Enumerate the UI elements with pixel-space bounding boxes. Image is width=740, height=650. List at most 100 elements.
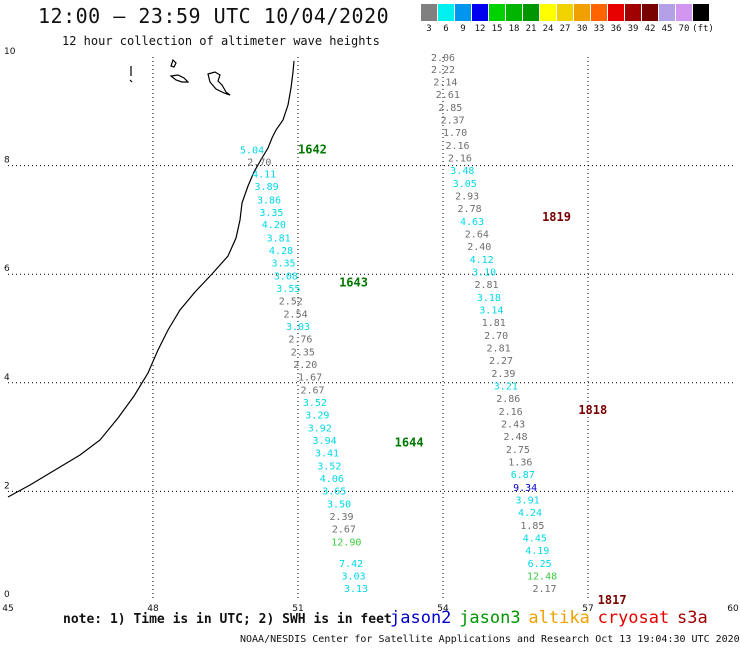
wave-height-value: 1.36 xyxy=(508,458,532,469)
colorbar-tick-label: 9 xyxy=(460,24,466,34)
colorbar-tick-label: 30 xyxy=(576,24,588,34)
wave-height-value: 3.03 xyxy=(342,572,366,583)
wave-height-value: 3.55 xyxy=(276,284,300,295)
wave-height-value: 3.41 xyxy=(315,448,339,459)
lat-tick-label: 8 xyxy=(4,156,10,166)
track-1817-1819: 2.062.222.142.612.852.371.702.162.163.48… xyxy=(431,53,557,595)
wave-height-value: 3.18 xyxy=(477,293,501,304)
wave-height-value: 6.25 xyxy=(528,559,552,570)
lon-tick-label: 45 xyxy=(2,604,13,614)
lon-tick-label: 57 xyxy=(582,604,593,614)
wave-height-value: 2.75 xyxy=(506,445,530,456)
wave-height-value: 2.17 xyxy=(532,584,556,595)
colorbar-swatch xyxy=(625,4,641,21)
pass-number-label: 1644 xyxy=(395,436,424,450)
pass-number-label: 1643 xyxy=(339,275,368,289)
colorbar-swatch xyxy=(455,4,471,21)
wave-height-value: 7.42 xyxy=(339,559,363,570)
wave-height-value: 4.45 xyxy=(523,534,547,545)
lon-tick-label: 60 xyxy=(727,604,739,614)
wave-height-value: 9.34 xyxy=(513,483,537,494)
wave-height-value: 4.19 xyxy=(525,546,549,557)
pass-number-label: 1819 xyxy=(542,210,571,224)
wave-height-value: 3.14 xyxy=(479,305,503,316)
wave-height-value: 4.12 xyxy=(470,255,494,266)
wave-height-value: 3.35 xyxy=(259,208,283,219)
colorbar-tick-label: 70 xyxy=(678,24,690,34)
wave-height-value: 2.78 xyxy=(458,204,482,215)
colorbar-swatch xyxy=(506,4,522,21)
lat-tick-label: 6 xyxy=(4,264,10,274)
lon-tick-label: 54 xyxy=(437,604,449,614)
wave-height-value: 2.64 xyxy=(465,229,489,240)
colorbar-swatch xyxy=(642,4,658,21)
lon-tick-label: 48 xyxy=(147,604,159,614)
colorbar-tick-label: 3 xyxy=(426,24,432,34)
track-1642-1644: 5.042.704.113.893.863.354.203.814.283.35… xyxy=(240,145,368,595)
pass-number-label: 1818 xyxy=(578,403,607,417)
wave-height-value: 1.81 xyxy=(482,318,506,329)
colorbar-tick-label: 6 xyxy=(443,24,449,34)
colorbar-swatch xyxy=(523,4,539,21)
wave-height-value: 2.35 xyxy=(291,347,315,358)
wave-height-value: 4.06 xyxy=(320,474,344,485)
wave-height-value: 2.67 xyxy=(300,385,324,396)
wave-height-value: 2.76 xyxy=(288,334,312,345)
wave-height-value: 2.16 xyxy=(448,153,472,164)
colorbar-swatch xyxy=(591,4,607,21)
wave-height-value: 2.81 xyxy=(487,344,511,355)
satellite-legend-jason2: jason2 xyxy=(390,608,452,628)
colorbar-swatch xyxy=(421,4,437,21)
colorbar-unit-label: (ft) xyxy=(692,24,714,34)
wave-height-value: 3.05 xyxy=(453,179,477,190)
somalia-coastline xyxy=(7,60,295,498)
wave-height-value: 2.40 xyxy=(467,242,491,253)
wave-height-value: 2.70 xyxy=(484,331,508,342)
map-title: 12:00 — 23:59 UTC 10/04/2020 xyxy=(38,4,390,28)
footer-credit: NOAA/NESDIS Center for Satellite Applica… xyxy=(240,634,740,645)
lat-tick-label: 10 xyxy=(4,47,16,57)
colorbar-swatch xyxy=(659,4,675,21)
wave-height-value: 2.43 xyxy=(501,420,525,431)
wave-height-value: 2.81 xyxy=(474,280,498,291)
lat-tick-label: 4 xyxy=(4,373,10,383)
colorbar-swatch xyxy=(693,4,709,21)
wave-height-value: 2.14 xyxy=(433,77,457,88)
wave-height-value: 2.39 xyxy=(329,512,353,523)
wave-height-value: 4.20 xyxy=(262,220,286,231)
altimeter-tracks: 5.042.704.113.893.863.354.203.814.283.35… xyxy=(240,53,557,595)
wave-height-value: 2.85 xyxy=(438,103,462,114)
wave-height-value: 6.87 xyxy=(511,470,535,481)
colorbar-tick-label: 39 xyxy=(627,24,639,34)
wave-height-value: 3.50 xyxy=(327,499,351,510)
colorbar-swatch xyxy=(676,4,692,21)
wave-height-value: 3.10 xyxy=(472,267,496,278)
lon-tick-label: 51 xyxy=(292,604,303,614)
wave-height-value: 5.04 xyxy=(240,145,264,156)
lat-tick-label: 2 xyxy=(4,481,10,491)
wave-height-value: 4.24 xyxy=(518,508,542,519)
wave-height-value: 3.94 xyxy=(313,436,337,447)
map-axes: 45 48 51 54 57 60 0 2 4 6 8 10 xyxy=(2,47,739,614)
colorbar-tick-label: 12 xyxy=(474,24,486,34)
wave-height-value: 3.48 xyxy=(450,166,474,177)
wave-height-value: 2.16 xyxy=(499,407,523,418)
wave-height-value: 2.06 xyxy=(431,53,455,64)
colorbar-swatch xyxy=(489,4,505,21)
satellite-legend-altika: altika xyxy=(528,608,590,628)
map-grid xyxy=(8,57,733,600)
wave-height-value: 1.67 xyxy=(298,372,322,383)
wave-height-value: 3.13 xyxy=(344,584,368,595)
wave-height-value: 2.37 xyxy=(441,115,465,126)
colorbar-tick-label: 45 xyxy=(661,24,673,34)
wave-height-value: 4.11 xyxy=(252,170,276,181)
wave-height-value: 3.21 xyxy=(494,382,518,393)
wave-height-value: 3.89 xyxy=(255,182,279,193)
satellite-legend-s3a: s3a xyxy=(677,608,708,628)
wave-height-value: 3.86 xyxy=(257,195,281,206)
colorbar-tick-label: 21 xyxy=(525,24,537,34)
wave-height-value: 2.86 xyxy=(496,394,520,405)
wave-height-value: 3.91 xyxy=(516,496,540,507)
wave-height-value: 3.29 xyxy=(305,410,329,421)
